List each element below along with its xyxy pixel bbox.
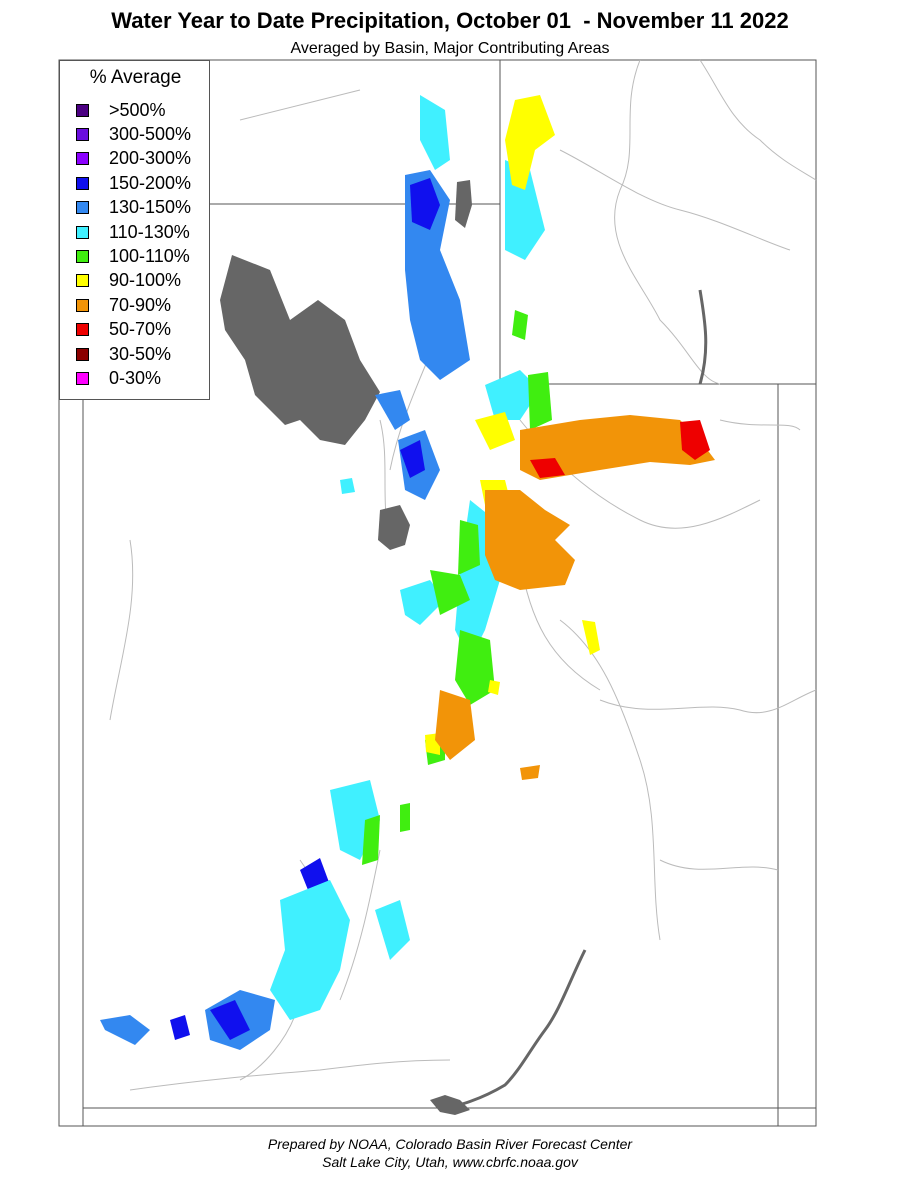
- legend-label: 150-200%: [109, 172, 192, 193]
- legend-item: 110-130%: [76, 220, 190, 244]
- legend-label: 0-30%: [109, 367, 162, 388]
- legend-item: 0-30%: [76, 366, 161, 390]
- legend-label: 110-130%: [109, 221, 190, 242]
- legend-label: 90-100%: [109, 270, 182, 291]
- basin-100-110: [362, 310, 552, 865]
- legend-item: 30-50%: [76, 342, 171, 366]
- footer-credit: Prepared by NOAA, Colorado Basin River F…: [267, 1136, 633, 1152]
- legend-label: >500%: [109, 99, 166, 120]
- legend-label: 130-150%: [109, 197, 192, 218]
- legend-item: 70-90%: [76, 293, 171, 317]
- basin-70-90: [435, 415, 715, 780]
- legend-label: 300-500%: [109, 123, 192, 144]
- legend-title: % Average: [89, 67, 182, 88]
- lake-powell: [430, 1095, 470, 1115]
- legend-item: >500%: [76, 98, 166, 122]
- legend-item: 50-70%: [76, 318, 171, 342]
- utah-lake: [378, 505, 410, 550]
- legend-swatch: [76, 103, 89, 117]
- legend-swatch: [76, 298, 89, 312]
- legend-label: 30-50%: [109, 343, 172, 364]
- lakes: [220, 180, 472, 1115]
- basin-110-130: [270, 95, 545, 1020]
- basin-150-200: [170, 178, 440, 1040]
- legend-swatch: [76, 176, 89, 190]
- legend-swatch: [76, 371, 89, 385]
- legend-label: 100-110%: [109, 245, 190, 266]
- legend-swatch: [76, 127, 89, 141]
- legend-label: 200-300%: [109, 148, 192, 169]
- legend-label: 50-70%: [109, 319, 172, 340]
- legend-swatch: [76, 274, 89, 288]
- legend-swatch: [76, 347, 89, 361]
- basin-50-70: [530, 420, 710, 478]
- map-title: Water Year to Date Precipitation, Octobe…: [111, 8, 789, 33]
- footer-location: Salt Lake City, Utah, www.cbrfc.noaa.gov: [322, 1154, 578, 1170]
- great-salt-lake: [220, 255, 380, 445]
- legend-item: 130-150%: [76, 196, 191, 220]
- map-subtitle: Averaged by Basin, Major Contributing Ar…: [290, 40, 610, 57]
- legend-swatch: [76, 323, 89, 337]
- legend-swatch: [76, 152, 89, 166]
- legend-item: 100-110%: [76, 244, 190, 268]
- river-colorado: [439, 289, 708, 1112]
- bear-lake: [455, 180, 472, 228]
- legend-item: 300-500%: [76, 122, 191, 146]
- legend: % Average >500% 300-500% 200-300% 150-200% 1…: [59, 60, 210, 400]
- legend-swatch: [76, 249, 89, 263]
- basin-90-100: [425, 95, 652, 755]
- legend-swatch: [76, 201, 89, 215]
- legend-item: 90-100%: [76, 269, 181, 293]
- legend-item: 200-300%: [76, 147, 191, 171]
- legend-swatch: [76, 225, 89, 239]
- map-frame: [58, 59, 817, 1127]
- legend-item: 150-200%: [76, 171, 191, 195]
- legend-label: 70-90%: [109, 294, 172, 315]
